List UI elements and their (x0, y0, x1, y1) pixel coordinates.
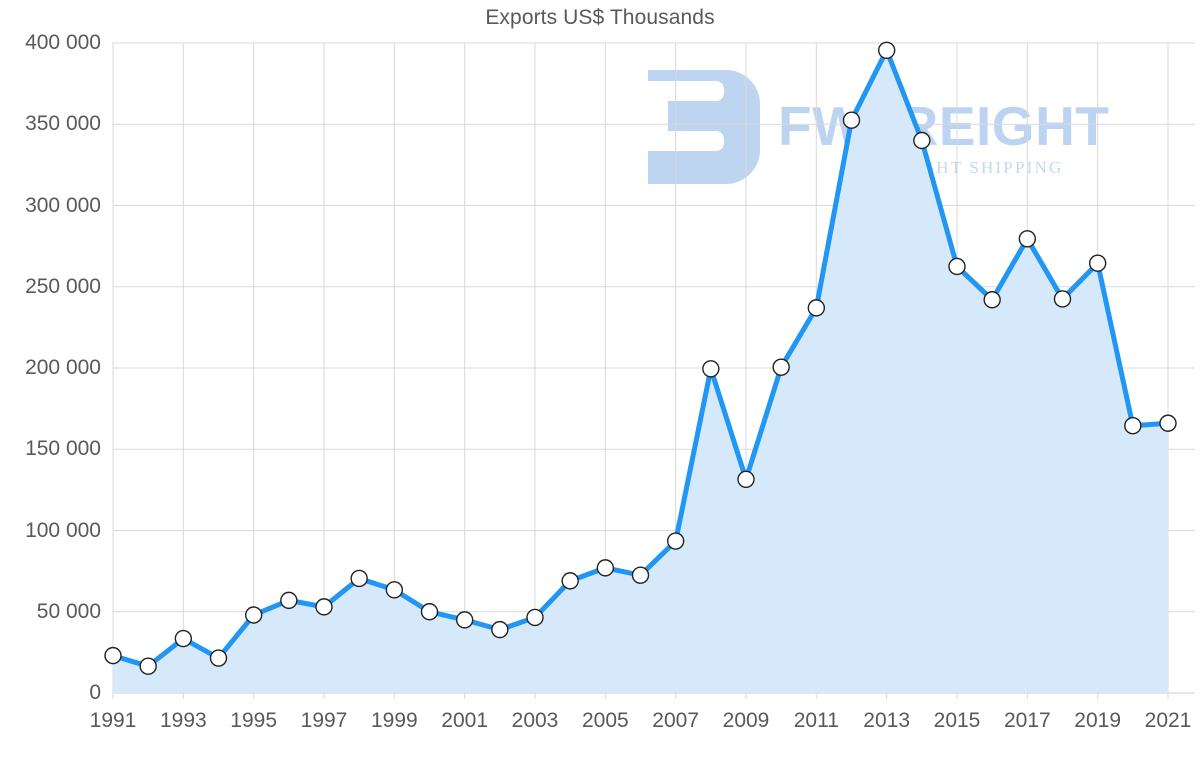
data-point-marker[interactable] (139, 657, 157, 675)
chart-title: Exports US$ Thousands (485, 6, 715, 29)
y-axis-tick-label: 0 (89, 681, 101, 704)
data-point-marker[interactable] (1018, 230, 1037, 248)
x-axis-tick-label: 2009 (722, 709, 770, 732)
data-point-marker[interactable] (1124, 416, 1142, 435)
x-axis-tick-label: 2007 (652, 709, 700, 732)
y-axis-tick-label: 200 000 (25, 356, 101, 379)
data-point-marker[interactable] (420, 603, 439, 621)
data-point-marker[interactable] (1053, 290, 1072, 308)
data-point-marker[interactable] (526, 608, 544, 627)
y-axis-tick-label: 300 000 (25, 193, 101, 217)
x-axis-tick-label: 1999 (370, 709, 418, 732)
data-markers (104, 41, 1177, 675)
data-point-marker[interactable] (104, 646, 122, 665)
data-point-marker[interactable] (702, 360, 720, 378)
x-axis-tick-label: 2005 (581, 709, 629, 732)
y-axis-tick-label: 250 000 (25, 274, 101, 298)
x-axis-tick-label: 2003 (511, 709, 559, 732)
data-point-marker[interactable] (772, 358, 790, 376)
y-axis-tick-label: 150 000 (25, 437, 101, 461)
x-axis-tick-label: 2013 (863, 709, 911, 732)
data-point-marker[interactable] (596, 559, 615, 577)
x-axis-tick-label: 2017 (1003, 709, 1051, 732)
data-point-marker[interactable] (807, 299, 826, 317)
data-point-marker[interactable] (385, 581, 404, 599)
y-axis-tick-label: 350 000 (25, 112, 101, 136)
area-fill-path (113, 50, 1168, 694)
data-point-marker[interactable] (842, 111, 861, 129)
x-axis-tick-label: 2011 (793, 709, 839, 732)
x-axis-tick-label: 1993 (159, 709, 207, 732)
data-point-marker[interactable] (244, 606, 263, 624)
data-point-marker[interactable] (913, 131, 931, 150)
data-point-marker[interactable] (877, 41, 896, 60)
data-point-marker[interactable] (737, 470, 755, 489)
data-point-marker[interactable] (1159, 414, 1177, 432)
x-axis-tick-label: 2001 (441, 709, 489, 732)
data-point-marker[interactable] (631, 566, 650, 584)
y-axis-tick-label: 400 000 (25, 31, 101, 54)
data-point-marker[interactable] (666, 532, 685, 550)
data-point-marker[interactable] (280, 591, 298, 610)
data-point-marker[interactable] (174, 629, 193, 648)
data-point-marker[interactable] (1088, 254, 1107, 272)
x-axis-tick-label: 1991 (89, 709, 137, 732)
data-point-marker[interactable] (948, 257, 966, 276)
data-point-marker[interactable] (561, 572, 579, 590)
x-axis-tick-label: 1995 (230, 709, 278, 732)
area-fill (113, 50, 1168, 694)
data-point-marker[interactable] (455, 611, 474, 629)
data-point-marker[interactable] (350, 569, 368, 588)
data-point-marker[interactable] (983, 291, 1001, 309)
x-axis-tick-label: 2021 (1144, 709, 1192, 732)
data-point-marker[interactable] (315, 598, 333, 616)
x-axis-tick-label: 2015 (933, 709, 981, 732)
x-axis-tick-label: 2019 (1074, 709, 1122, 732)
y-axis-tick-label: 50 000 (36, 599, 101, 623)
y-axis-tick-label: 100 000 (25, 518, 101, 542)
x-axis-tick-label: 1997 (300, 709, 348, 732)
data-point-marker[interactable] (491, 620, 509, 639)
data-point-marker[interactable] (209, 649, 228, 667)
